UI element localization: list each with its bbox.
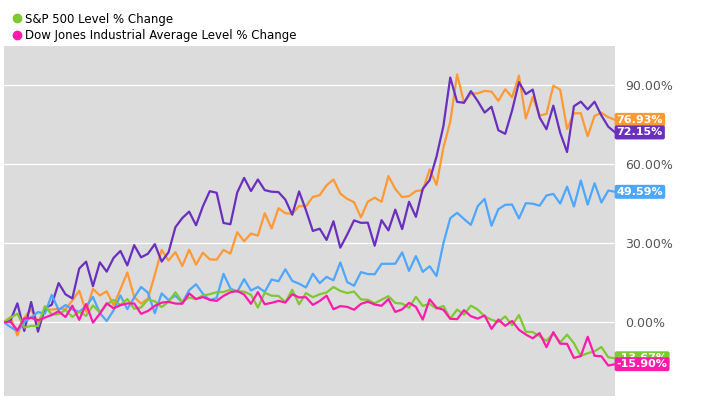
- Legend: S&P 500 Level % Change, Dow Jones Industrial Average Level % Change: S&P 500 Level % Change, Dow Jones Indust…: [9, 8, 301, 47]
- Text: 76.93%: 76.93%: [617, 115, 663, 125]
- Text: -15.90%: -15.90%: [617, 359, 668, 369]
- Text: 72.15%: 72.15%: [617, 128, 663, 138]
- Text: 49.59%: 49.59%: [617, 187, 663, 197]
- Text: -13.67%: -13.67%: [617, 353, 668, 363]
